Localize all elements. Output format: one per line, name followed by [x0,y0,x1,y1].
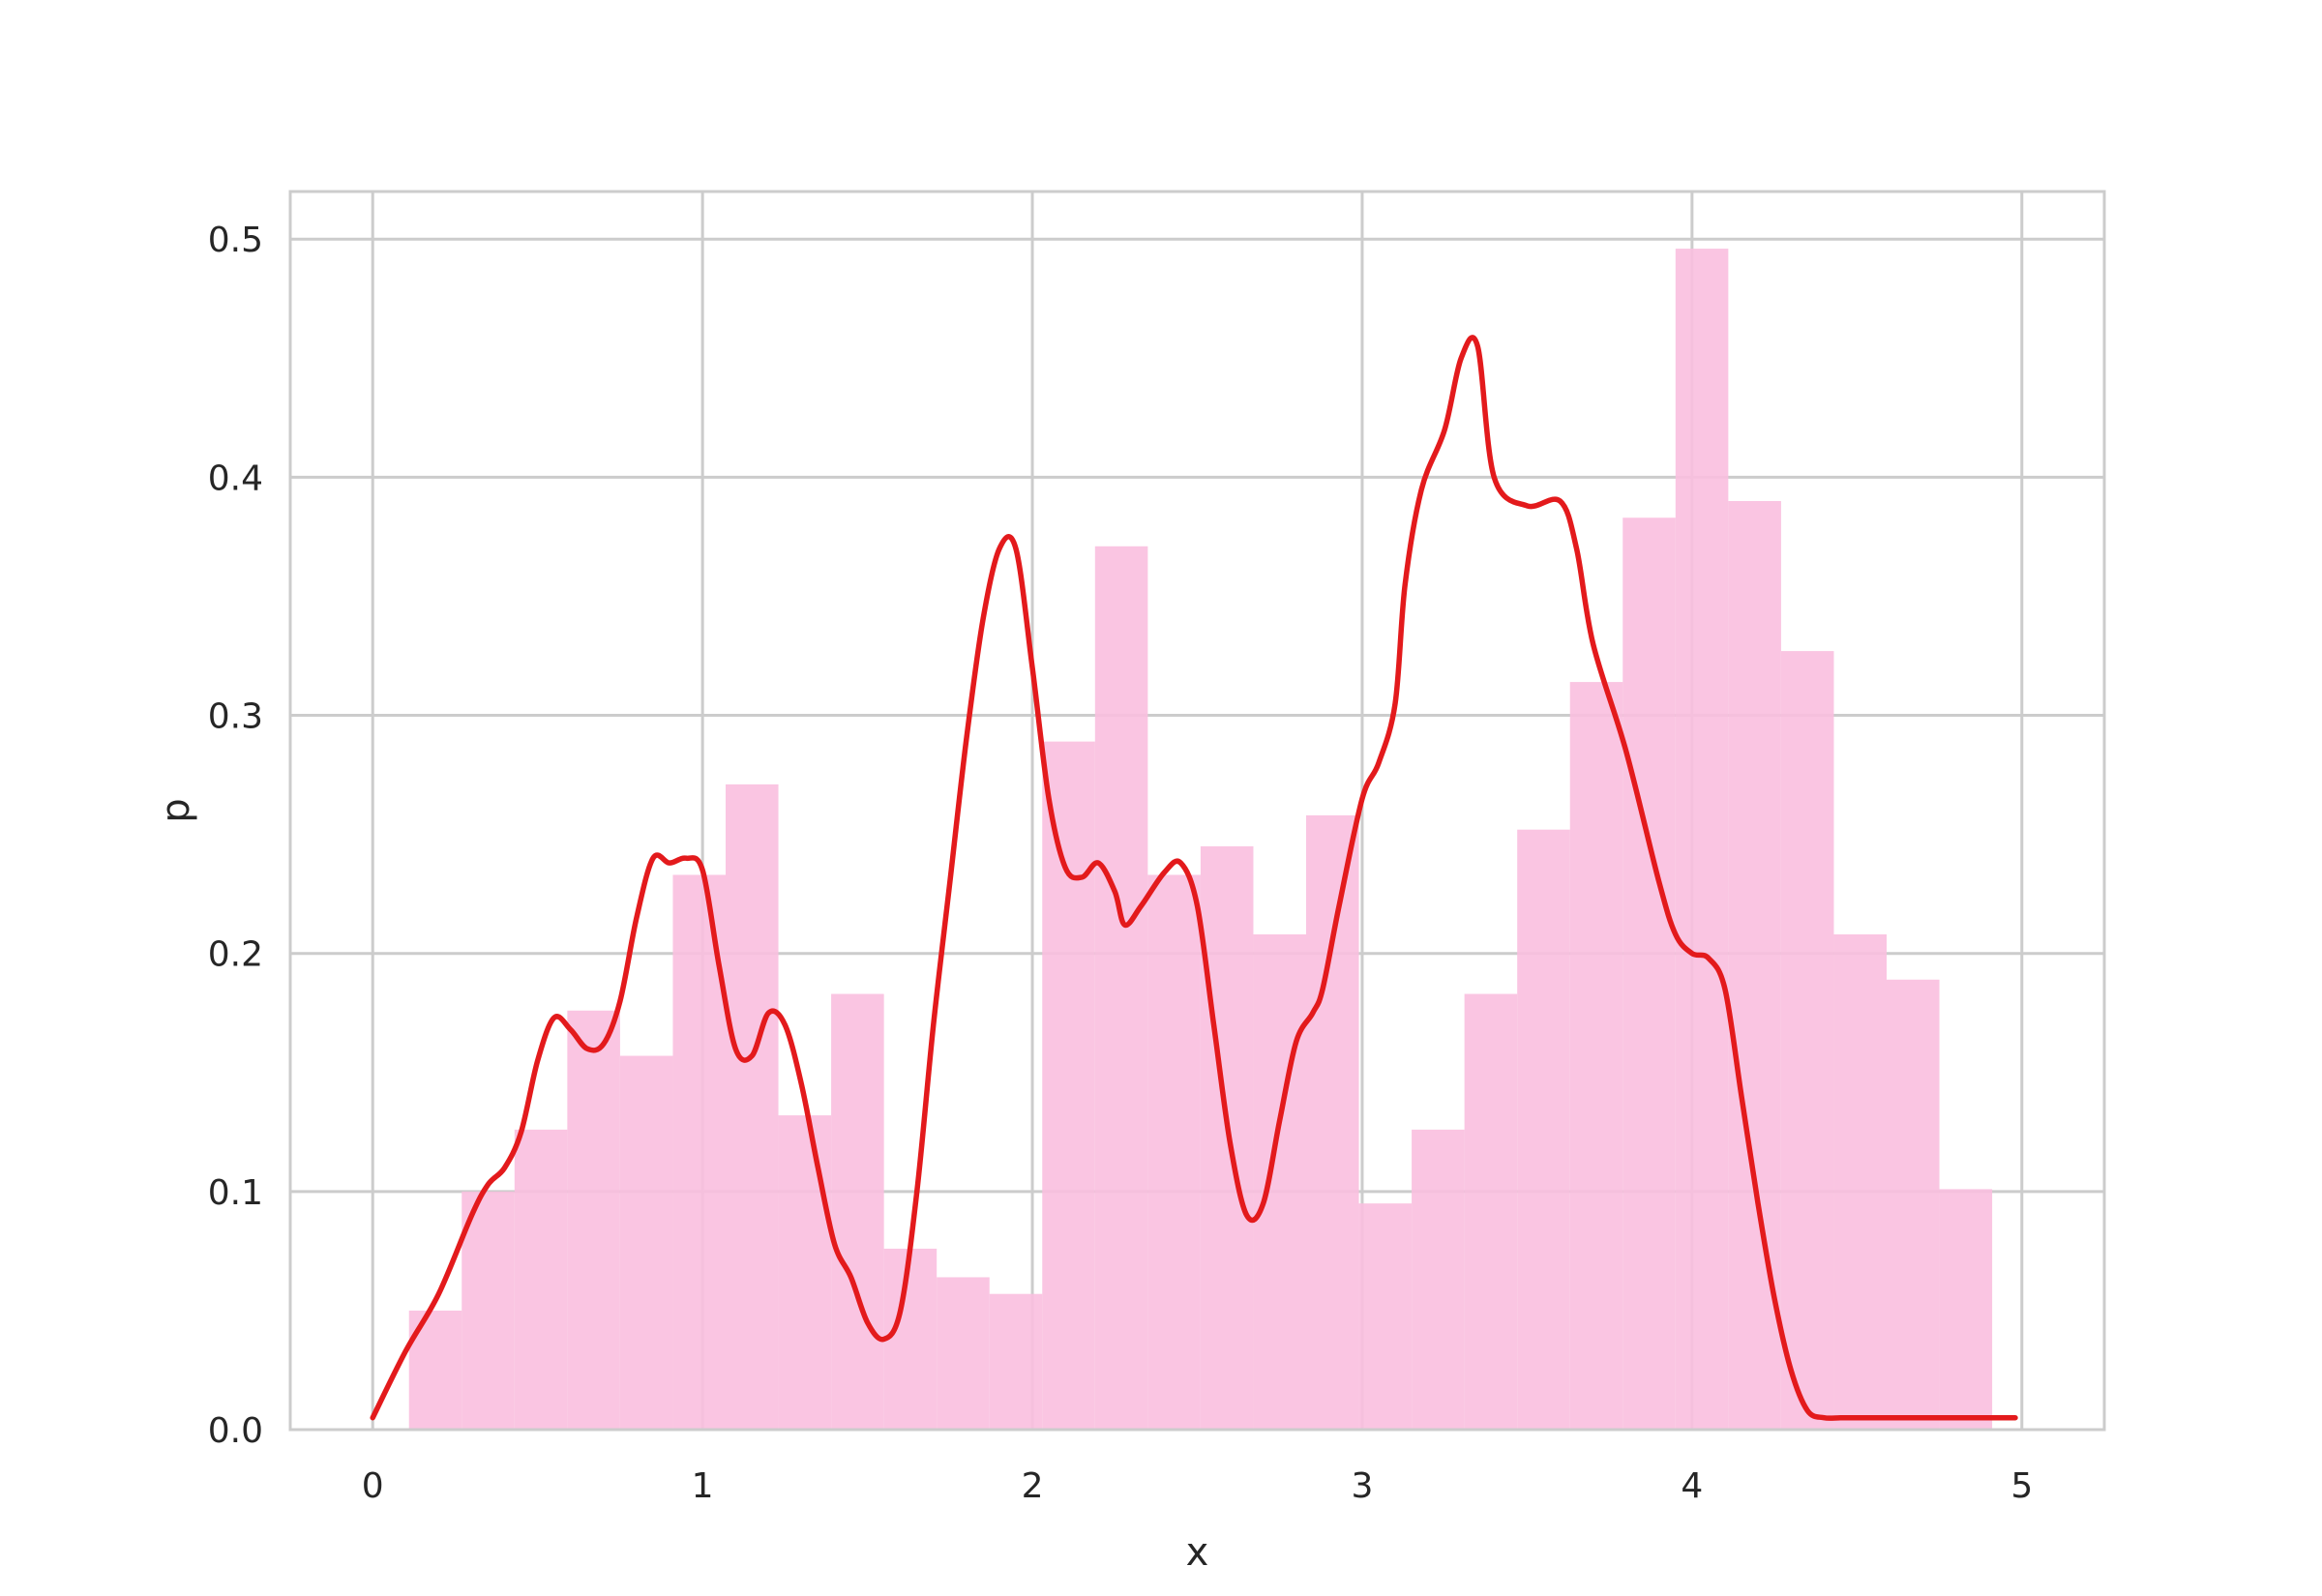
y-tick-label: 0.2 [208,935,263,975]
histogram-bar [778,1115,832,1430]
histogram-bar [619,1055,673,1430]
histogram-bar [1147,874,1201,1430]
histogram-bar [831,993,884,1430]
histogram-bar [1939,1189,1993,1430]
x-tick-label: 2 [1022,1466,1044,1506]
histogram-bar [1675,249,1729,1431]
histogram-bar [567,1010,620,1430]
y-tick-label: 0.1 [208,1173,263,1213]
plot-frame [288,190,2106,1432]
histogram-bar [937,1277,990,1430]
histogram-bar [1780,651,1834,1430]
x-axis-ticks: 0 1 2 3 4 5 [362,1466,2033,1506]
y-tick-label: 0.5 [208,221,263,260]
plot-area [288,190,2106,1432]
histogram-bar [514,1129,568,1430]
x-axis-label: x [1186,1530,1209,1575]
histogram-bar [1517,829,1570,1430]
histogram-bar [461,1191,515,1430]
kde-curve [370,335,2018,1421]
y-axis-label: p [154,798,198,822]
histogram-bar [1622,517,1676,1430]
x-tick-label: 0 [362,1466,384,1506]
y-tick-label: 0.3 [208,697,263,737]
histogram-bar [1094,546,1148,1430]
histogram-bar [1833,934,1887,1430]
x-tick-label: 3 [1352,1466,1374,1506]
histogram-bar [1253,934,1306,1430]
x-tick-label: 1 [692,1466,714,1506]
histogram-bars [408,249,1993,1431]
y-tick-label: 0.0 [208,1411,263,1451]
histogram-bar [989,1293,1043,1430]
x-tick-label: 5 [2010,1466,2033,1506]
histogram-bar [1358,1203,1413,1430]
histogram-bar [726,783,779,1430]
histogram-bar [1887,979,1940,1430]
histogram-bar [883,1248,938,1430]
histogram-bar [1569,682,1623,1430]
x-tick-label: 4 [1681,1466,1703,1506]
y-tick-label: 0.4 [208,458,263,498]
y-axis-ticks: 0.0 0.1 0.2 0.3 0.4 0.5 [208,221,263,1451]
kde-line [370,335,2018,1421]
histogram-bar [1464,993,1518,1430]
histogram-bar [1042,741,1095,1430]
histogram-bar [1306,814,1359,1430]
histogram-bar [1412,1129,1465,1430]
